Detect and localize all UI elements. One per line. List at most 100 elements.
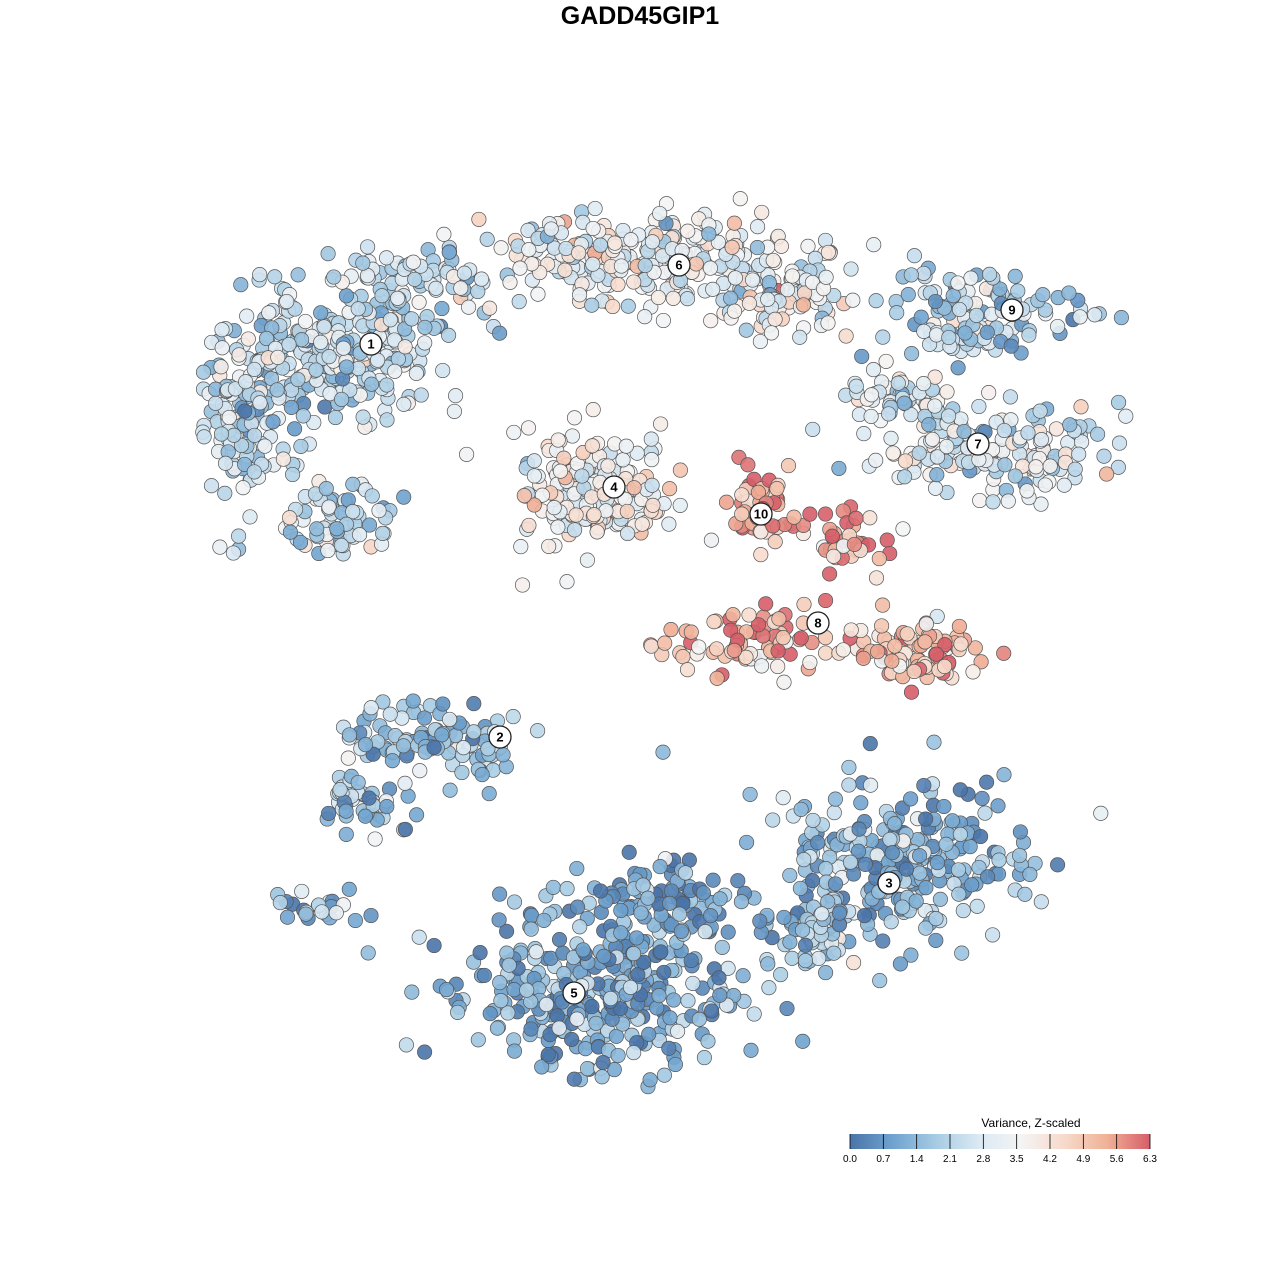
cell-point (567, 522, 583, 538)
cell-point (608, 1028, 624, 1044)
cell-point (1062, 417, 1078, 433)
cell-point (408, 365, 424, 381)
cell-point (258, 330, 275, 347)
cell-point (892, 956, 908, 972)
cell-point (1061, 285, 1077, 301)
cell-point (752, 333, 768, 350)
cell-point (838, 328, 854, 344)
cell-point (950, 275, 966, 291)
cluster-label-marker (806, 611, 830, 635)
cell-point (857, 856, 873, 872)
cell-point (688, 256, 704, 272)
cell-point (745, 272, 761, 288)
cell-point (918, 880, 934, 896)
cell-point (735, 968, 751, 984)
cell-point (453, 280, 469, 296)
cell-point (928, 327, 945, 343)
cell-point (802, 506, 818, 522)
cluster-label-10: 10 (749, 502, 773, 526)
cell-point (492, 975, 508, 991)
cell-point (780, 458, 797, 474)
cell-point (796, 852, 812, 868)
cluster-label-7: 7 (966, 432, 990, 456)
cell-point (400, 788, 416, 804)
cell-point (320, 542, 336, 559)
cell-point (827, 791, 843, 807)
cell-point (662, 895, 678, 911)
cell-point (1093, 805, 1109, 821)
cell-point (287, 421, 303, 437)
cell-point (912, 865, 928, 881)
cell-point (208, 395, 224, 411)
cell-point (862, 736, 878, 752)
cell-point (899, 626, 915, 642)
cell-point (629, 445, 645, 461)
cell-point (212, 539, 228, 555)
cell-point (556, 450, 572, 466)
cell-point (701, 226, 717, 242)
cell-point (884, 653, 900, 669)
cell-point (750, 617, 767, 633)
cell-point (217, 455, 234, 471)
cell-point (954, 945, 970, 961)
cell-point (292, 534, 309, 550)
cell-point (835, 642, 851, 658)
cell-point (294, 332, 310, 348)
cell-point (482, 1006, 498, 1022)
cell-point (763, 325, 780, 341)
cell-point (703, 532, 719, 548)
cell-point (973, 654, 989, 670)
cell-point (770, 643, 786, 659)
cell-point (662, 1010, 678, 1026)
cell-point (906, 248, 922, 264)
cell-point (732, 191, 748, 207)
cell-point (797, 953, 814, 969)
cell-point (818, 592, 834, 609)
cell-point (826, 805, 842, 821)
cell-point (1035, 287, 1051, 303)
cell-point (677, 865, 694, 881)
cell-point (596, 948, 612, 964)
cell-point (382, 312, 398, 328)
cell-point (476, 967, 492, 983)
cell-point (534, 1059, 550, 1075)
cell-point (620, 298, 636, 314)
cell-point (863, 387, 880, 403)
cell-point (705, 281, 721, 297)
cell-point (335, 340, 352, 356)
cell-point (740, 457, 756, 473)
cell-point (242, 509, 258, 525)
cell-point (661, 1040, 677, 1056)
cell-point (1007, 268, 1023, 284)
cell-point (398, 1037, 414, 1053)
cell-point (375, 525, 391, 541)
cell-point (1017, 886, 1033, 902)
cell-point (679, 291, 696, 307)
cell-point (739, 834, 755, 850)
cell-point (506, 424, 522, 440)
cell-point (214, 340, 230, 356)
cell-point (863, 408, 879, 424)
cell-point (621, 844, 637, 860)
cell-point (541, 538, 557, 554)
cell-point (575, 942, 591, 958)
cell-point (629, 930, 645, 946)
cluster-label-6: 6 (667, 253, 691, 277)
cell-point (279, 909, 296, 925)
cell-point (944, 813, 960, 829)
cell-point (672, 462, 688, 478)
cell-point (550, 432, 566, 448)
cell-point (265, 414, 281, 430)
cell-point (845, 292, 861, 308)
cell-point (434, 727, 450, 743)
cell-point (1007, 468, 1023, 484)
legend-colorbar (850, 1134, 1150, 1149)
cell-point (275, 451, 291, 467)
cluster-label-8: 8 (806, 611, 830, 635)
legend-tick-label: 2.1 (943, 1154, 957, 1165)
cell-point (1096, 448, 1112, 464)
cell-point (572, 919, 588, 935)
cell-point (916, 376, 932, 392)
cell-point (843, 261, 859, 277)
cell-point (802, 654, 818, 671)
